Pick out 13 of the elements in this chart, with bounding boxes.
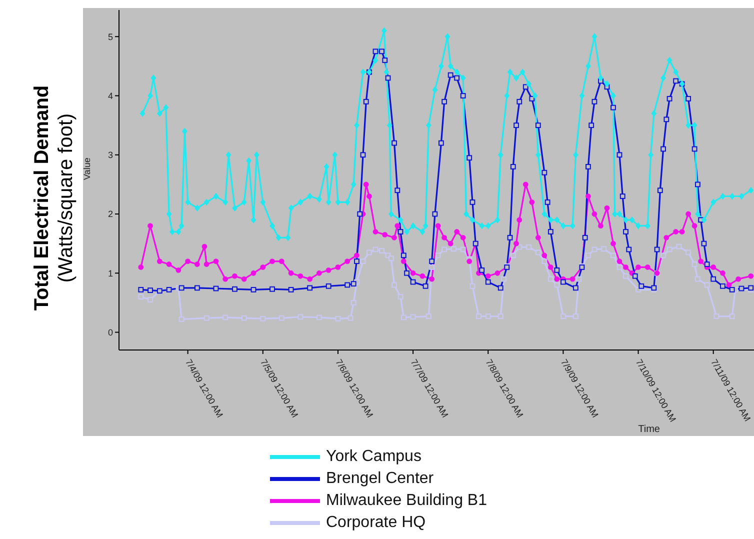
axis-title: Total Electrical Demand (Watts/square foot) [8,8,78,438]
y-tick-label: 2 [108,209,113,220]
x-axis-title: Time [638,424,660,435]
legend-label: Milwaukee Building B1 [326,491,487,511]
legend-label: York Campus [326,447,422,467]
legend-label: Brengel Center [326,469,434,489]
y-tick-label: 4 [108,90,113,101]
y-tick-label: 1 [108,268,113,278]
legend-label: Corporate HQ [326,513,426,533]
y-tick-label: 0 [108,327,113,338]
y-tick-label: 3 [108,150,113,160]
y-tick-label: 5 [108,32,113,42]
y-axis-title: Value [82,158,92,180]
